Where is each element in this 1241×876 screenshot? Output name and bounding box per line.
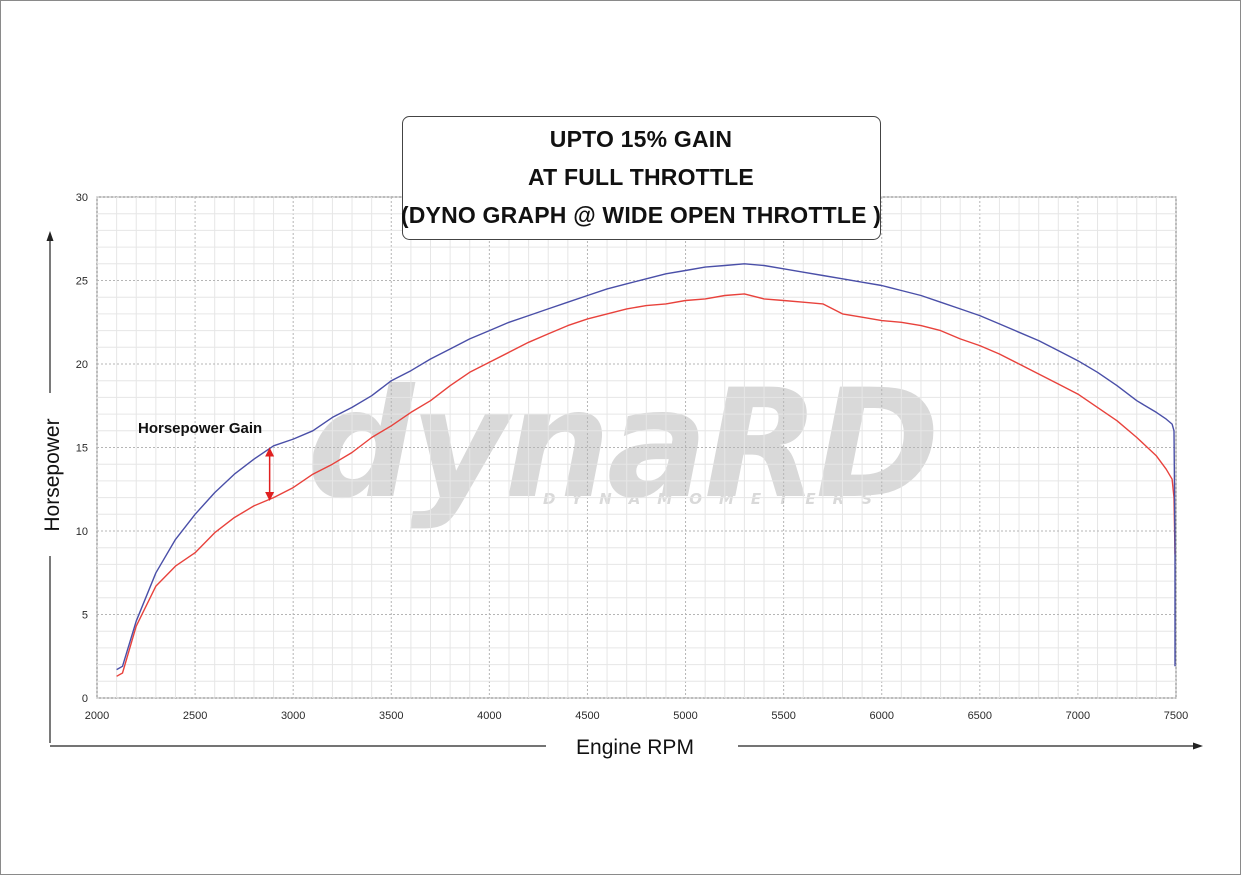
y-axis-arrow (46, 231, 54, 743)
y-tick-label: 5 (82, 610, 88, 622)
x-tick-label: 4000 (477, 710, 501, 722)
y-axis-title: Horsepower (41, 418, 64, 531)
series-lines (116, 263, 1176, 677)
title-line-2: AT FULL THROTTLE (528, 164, 754, 190)
title-line-3: (DYNO GRAPH @ WIDE OPEN THROTTLE ) (401, 202, 881, 228)
x-tick-label: 6500 (968, 710, 992, 722)
x-tick-label: 4500 (575, 710, 599, 722)
x-tick-label: 5500 (771, 710, 795, 722)
horsepower-gain-annotation: Horsepower Gain (138, 420, 275, 501)
y-tick-label: 20 (76, 359, 88, 371)
title-line-1: UPTO 15% GAIN (550, 126, 732, 152)
watermark-logo: dynaRD (307, 358, 936, 532)
grid (96, 196, 1177, 699)
y-tick-label: 25 (76, 276, 88, 288)
x-tick-label: 7500 (1164, 710, 1188, 722)
x-tick-label: 7000 (1066, 710, 1090, 722)
annotation-label: Horsepower Gain (138, 420, 262, 437)
y-tick-label: 15 (76, 443, 88, 455)
x-axis-arrow (50, 742, 1203, 750)
watermark-subtitle: DYNAMOMETERS (543, 490, 889, 508)
x-tick-label: 5000 (673, 710, 697, 722)
series-line-blue (116, 263, 1176, 671)
watermark: dynaRD DYNAMOMETERS (307, 358, 940, 532)
x-tick-label: 3500 (379, 710, 403, 722)
annotation-arrow-down (265, 491, 275, 501)
y-tick-label: 10 (76, 526, 88, 538)
title-box: UPTO 15% GAIN AT FULL THROTTLE (DYNO GRA… (401, 116, 881, 240)
series-line-red (116, 293, 1176, 677)
tick-labels: 2000 2500 3000 3500 4000 4500 5000 5500 6000 6500… (76, 192, 1188, 722)
x-axis-title: Engine RPM (576, 736, 694, 759)
title-box-frame (402, 116, 881, 240)
x-tick-label: 3000 (281, 710, 305, 722)
annotation-arrow-up (265, 447, 275, 457)
y-tick-label: 0 (82, 693, 88, 705)
x-tick-label: 2500 (183, 710, 207, 722)
x-tick-label: 6000 (869, 710, 893, 722)
x-tick-label: 2000 (85, 710, 109, 722)
y-tick-label: 30 (76, 192, 88, 204)
